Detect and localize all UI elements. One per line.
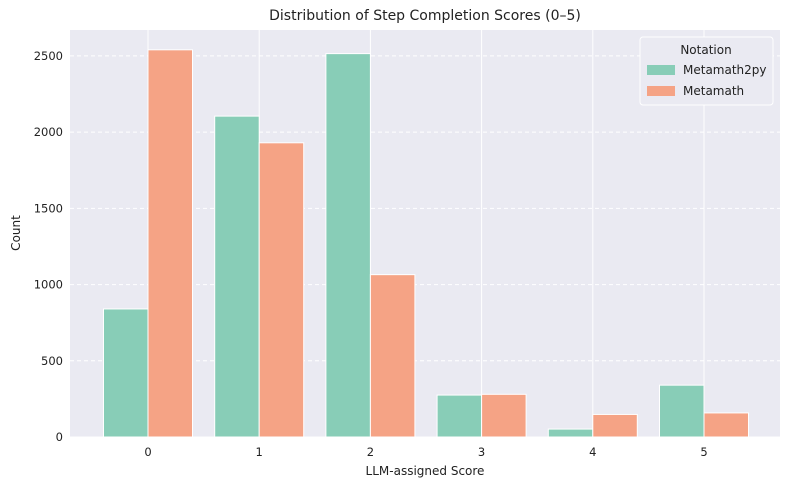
bar-metamath-3 [481,393,527,438]
legend: Notation Metamath2py Metamath [639,36,774,106]
bar-metamath2py-2 [325,53,371,438]
bar-metamath-1 [258,142,305,438]
y-tick-label: 500 [41,354,63,368]
x-tick-label: 2 [367,445,374,459]
legend-label-metamath2py: Metamath2py [683,63,767,77]
legend-label-metamath: Metamath [683,84,744,98]
bar-metamath2py-3 [436,394,483,438]
y-axis-ticks: 0 500 1000 1500 2000 2500 [34,49,63,444]
y-tick-label: 2500 [34,49,63,63]
bar-metamath2py-5 [659,384,705,438]
bar-metamath-4 [592,413,638,438]
chart-title: Distribution of Step Completion Scores (… [269,8,581,24]
bar-metamath2py-4 [547,428,594,438]
x-axis-label: LLM-assigned Score [366,464,485,478]
y-tick-label: 1000 [34,278,63,292]
legend-swatch-metamath2py [647,65,675,75]
y-axis-label: Count [9,215,23,251]
x-tick-label: 1 [256,445,263,459]
x-tick-label: 0 [144,445,151,459]
bar-metamath-0 [147,49,193,438]
x-tick-label: 3 [478,445,485,459]
legend-swatch-metamath [647,86,675,96]
bar-metamath-5 [703,412,749,438]
x-tick-label: 4 [589,445,596,459]
bar-metamath2py-0 [103,308,149,438]
x-tick-label: 5 [700,445,707,459]
bars [103,49,749,438]
legend-title: Notation [680,43,731,57]
x-axis-ticks: 0 1 2 3 4 5 [144,445,707,459]
y-tick-label: 0 [56,430,63,444]
bar-metamath-2 [369,274,416,438]
bar-metamath2py-1 [214,115,260,438]
y-tick-label: 2000 [34,125,63,139]
y-tick-label: 1500 [34,201,63,215]
